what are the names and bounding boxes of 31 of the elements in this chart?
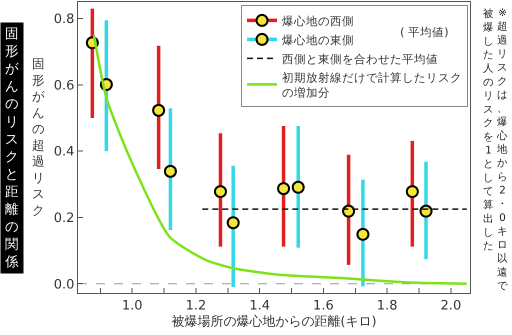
chart-title: 固形がんのリスクと距離の関係 [5, 26, 19, 270]
point [356, 228, 370, 241]
x-tick-label: 2.0 [440, 298, 462, 314]
point [164, 164, 177, 178]
point [420, 204, 433, 218]
x-axis-title: 被爆場所の爆心地からの距離(キロ) [171, 314, 377, 330]
x-tick-label: 1.2 [186, 298, 206, 314]
point [342, 204, 356, 218]
text: 被爆した人のリスクを1として算出した [483, 8, 494, 252]
y-tick-label: 0.2 [54, 210, 74, 226]
y-tick-label: 0.6 [54, 78, 74, 94]
point [226, 216, 240, 230]
x-tick-label: 1.8 [376, 298, 398, 314]
legend-label: 初期放射線だけで計算したリスクの増加分 [282, 70, 462, 100]
point [292, 180, 305, 194]
annotation: ( 平均値) [400, 25, 449, 39]
point [406, 185, 419, 198]
x-tick-label: 1.0 [122, 298, 143, 314]
y-tick-label: 0.0 [54, 277, 74, 292]
legend-label: 西側と東側を合わせた平均値 [282, 52, 438, 66]
x-tick-label: 1.4 [249, 298, 270, 314]
text: ※超過リスクは、爆心地から2・0キロ以遠で [497, 7, 508, 292]
legend-label: 爆心地の西側 [282, 14, 354, 28]
y-tick-label: 0.8 [54, 12, 74, 28]
point [214, 185, 227, 198]
legend-label: 爆心地の東側 [282, 32, 354, 47]
x-tick-label: 1.6 [313, 298, 334, 314]
text: 固形がんの超過リスク [32, 56, 45, 218]
y-tick-label: 0.4 [54, 144, 74, 160]
point [152, 104, 166, 117]
point [277, 182, 290, 196]
